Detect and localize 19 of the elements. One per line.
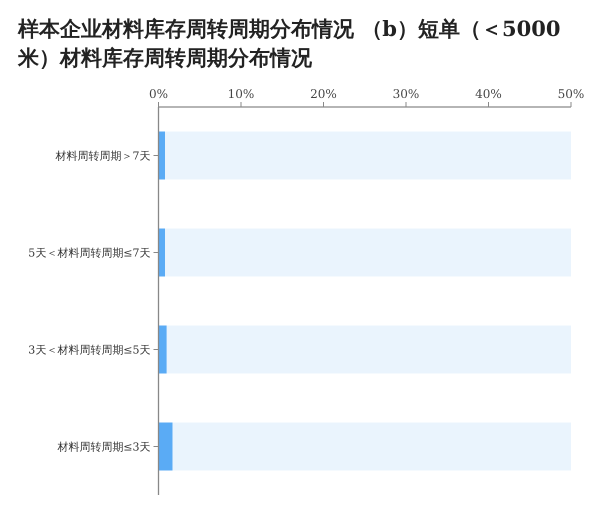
bar [158, 132, 166, 180]
x-tick-label: 10% [228, 87, 254, 101]
bar [166, 326, 571, 374]
x-tick-label: 30% [392, 87, 420, 101]
y-tick-label: 5天＜材料周转周期≤7天 [28, 246, 150, 260]
bar [165, 228, 571, 276]
x-tick-label: 40% [475, 87, 502, 101]
bar [158, 422, 173, 470]
y-tick-label: 材料周转周期≤3天 [56, 440, 150, 454]
x-tick-label: 0% [148, 87, 168, 101]
bar [165, 132, 571, 180]
y-tick-label: 3天＜材料周转周期≤5天 [28, 344, 150, 356]
chart-title: 样本企业材料库存周转周期分布情况 （b）短单（＜5000米）材料库存周转周期分布情况 [18, 15, 562, 72]
bar [172, 422, 571, 470]
x-tick-label: 50% [558, 87, 584, 101]
y-tick-label: 材料周转周期＞7天 [54, 150, 150, 162]
bar [158, 326, 167, 374]
x-tick-label: 20% [310, 87, 337, 101]
bar [158, 228, 166, 276]
